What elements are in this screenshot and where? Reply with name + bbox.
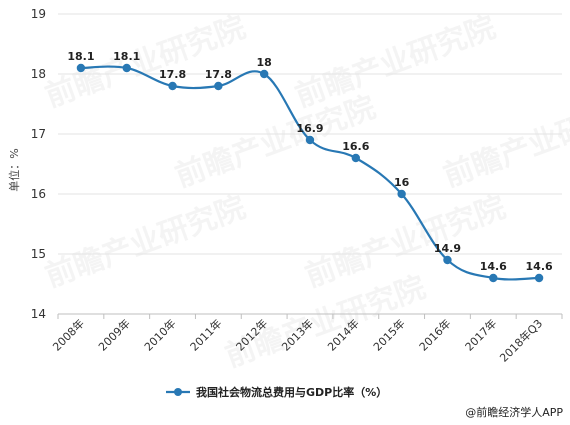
data-label: 18.1 — [67, 50, 94, 63]
data-label: 17.8 — [205, 68, 232, 81]
legend-label: 我国社会物流总费用与GDP比率（%） — [196, 385, 387, 399]
legend: 我国社会物流总费用与GDP比率（%） — [166, 385, 387, 399]
data-point — [259, 69, 269, 79]
x-tick-label: 2009年 — [95, 316, 132, 353]
data-label: 16 — [394, 176, 410, 189]
y-tick-label: 18 — [31, 67, 46, 81]
x-tick-label: 2016年 — [416, 316, 453, 353]
y-tick-label: 14 — [31, 307, 46, 321]
watermark-text: 前瞻产业研究院 — [439, 90, 570, 195]
y-tick-label: 19 — [31, 7, 46, 21]
y-tick-label: 16 — [31, 187, 46, 201]
y-axis-label: 单位：% — [7, 148, 21, 191]
data-point — [351, 153, 361, 163]
data-label: 16.9 — [296, 122, 323, 135]
x-tick-label: 2008年 — [50, 316, 87, 353]
watermark-text: 前瞻产业研究院 — [291, 10, 500, 115]
source-credit: @前瞻经济学人APP — [465, 405, 563, 419]
y-tick-label: 15 — [31, 247, 46, 261]
x-tick-label: 2010年 — [141, 316, 178, 353]
data-point — [489, 273, 498, 283]
data-label: 14.6 — [480, 260, 507, 273]
y-axis-ticks: 14 15 16 17 18 19 — [31, 7, 46, 321]
data-label: 18 — [257, 56, 272, 69]
data-label: 17.8 — [159, 68, 186, 81]
data-label: 18.1 — [113, 50, 140, 63]
data-point — [397, 189, 406, 199]
data-point — [122, 63, 131, 73]
data-label: 16.6 — [342, 140, 369, 153]
data-label: 14.6 — [526, 260, 553, 273]
watermark-text: 前瞻产业研究院 — [41, 190, 250, 295]
data-points — [76, 63, 544, 283]
data-point — [443, 255, 452, 265]
data-point — [76, 63, 86, 73]
x-tick-label: 2017年 — [462, 316, 499, 353]
data-label: 14.9 — [434, 242, 461, 255]
data-point — [534, 273, 544, 283]
data-labels: 18.1 18.1 17.8 17.8 18 16.9 16.6 16 14.9 14.6 14.6 — [67, 50, 553, 273]
y-tick-label: 17 — [31, 127, 46, 141]
data-point — [168, 81, 177, 91]
data-point — [305, 135, 315, 145]
x-tick-label: 2018年Q3 — [497, 316, 546, 365]
data-point — [214, 81, 223, 91]
x-tick-label: 2011年 — [187, 316, 224, 353]
legend-marker — [174, 388, 182, 396]
